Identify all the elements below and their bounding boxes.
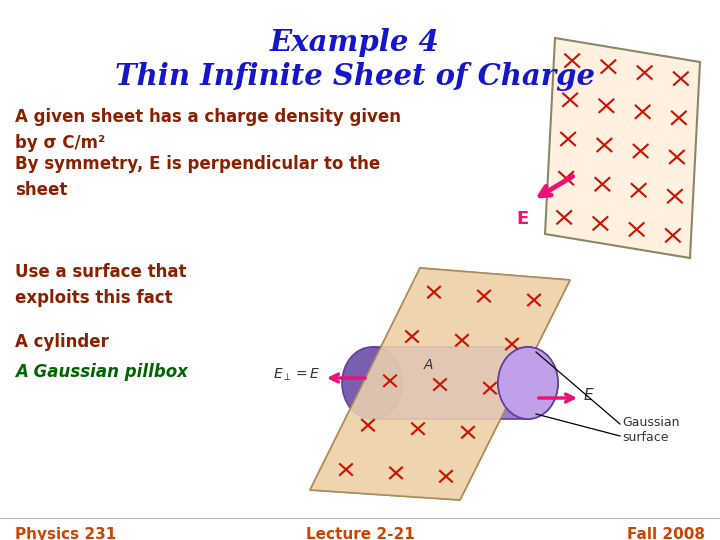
- Bar: [372, 347, 528, 419]
- Text: A Gaussian pillbox: A Gaussian pillbox: [15, 363, 188, 381]
- Text: E: E: [584, 388, 593, 402]
- Polygon shape: [310, 268, 570, 500]
- Text: Fall 2008: Fall 2008: [627, 527, 705, 540]
- Text: Use a surface that
exploits this fact: Use a surface that exploits this fact: [15, 263, 186, 307]
- Text: Example 4: Example 4: [270, 28, 440, 57]
- Text: Gaussian
surface: Gaussian surface: [622, 416, 680, 444]
- Text: A cylinder: A cylinder: [15, 333, 109, 351]
- Polygon shape: [310, 268, 570, 500]
- Text: Lecture 2-21: Lecture 2-21: [305, 527, 415, 540]
- Text: A given sheet has a charge density given
by σ C/m²: A given sheet has a charge density given…: [15, 108, 401, 152]
- Ellipse shape: [342, 347, 402, 419]
- Text: Physics 231: Physics 231: [15, 527, 116, 540]
- Text: Thin Infinite Sheet of Charge: Thin Infinite Sheet of Charge: [115, 62, 595, 91]
- Ellipse shape: [498, 347, 558, 419]
- Text: $E_\perp = E$: $E_\perp = E$: [273, 367, 320, 383]
- Polygon shape: [545, 38, 700, 258]
- Text: By symmetry, E is perpendicular to the
sheet: By symmetry, E is perpendicular to the s…: [15, 155, 380, 199]
- Ellipse shape: [498, 347, 558, 419]
- Text: E: E: [517, 210, 529, 228]
- Text: A: A: [423, 358, 433, 372]
